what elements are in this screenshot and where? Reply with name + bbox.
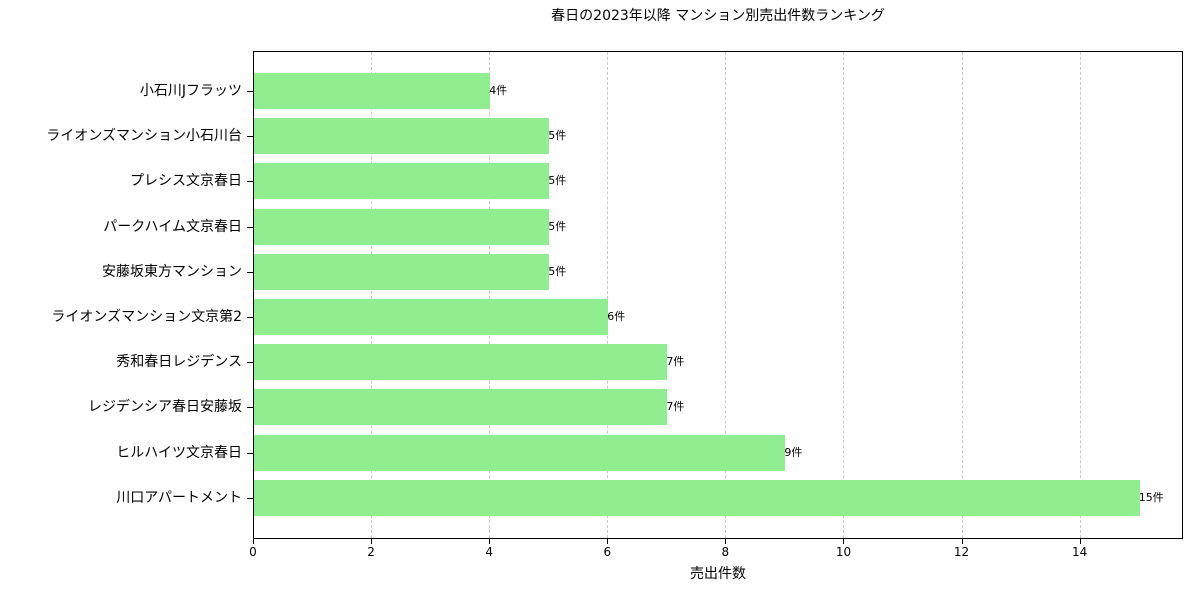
y-tick-label: 川口アパートメント [116, 489, 242, 506]
bar-value-label: 5件 [548, 264, 567, 278]
x-tick-label: 14 [1072, 545, 1088, 559]
y-tick-label: プレシス文京春日 [130, 173, 242, 190]
bar [254, 344, 668, 381]
gridline [961, 52, 963, 538]
bar-value-label: 15件 [1138, 490, 1164, 504]
gridline [1079, 52, 1081, 538]
y-tick [247, 452, 253, 454]
bar [254, 73, 491, 109]
x-tick [371, 539, 373, 544]
bar [254, 163, 550, 200]
x-tick [843, 539, 845, 544]
x-tick [961, 539, 963, 544]
gridline [371, 52, 373, 538]
gridline [725, 52, 727, 538]
y-tick-label: レジデンシア春日安藤坂 [88, 399, 242, 416]
y-tick-label: パークハイム文京春日 [103, 218, 242, 235]
bar [254, 479, 1140, 516]
plot-area: 4件 5件 5件 5件 5件 6件 7件 7件 9件 15件 [253, 51, 1183, 539]
x-axis-label: 売出件数 [690, 566, 746, 582]
y-tick [247, 91, 253, 92]
x-tick [1079, 539, 1081, 544]
bar-value-label: 5件 [548, 129, 567, 143]
bar-value-label: 6件 [607, 310, 626, 323]
y-tick-label: 安藤坂東方マンション [102, 263, 242, 280]
bar [254, 434, 786, 471]
y-tick [247, 497, 253, 499]
x-tick [607, 539, 609, 544]
y-tick [247, 226, 253, 228]
gridline [843, 52, 845, 538]
y-tick [247, 136, 253, 138]
y-tick-label: ライオンズマンション文京第2 [51, 309, 242, 325]
gridline [607, 52, 609, 538]
x-tick [253, 539, 254, 544]
bar-value-label: 5件 [548, 174, 567, 188]
x-tick-label: 2 [367, 545, 375, 559]
x-tick-label: 12 [953, 545, 970, 559]
y-tick [247, 407, 253, 409]
y-tick [247, 362, 253, 364]
bar [254, 208, 550, 245]
bar-value-label: 7件 [666, 400, 685, 414]
y-tick-label: 小石川Jフラッツ [139, 83, 242, 99]
bar-value-label: 4件 [489, 84, 508, 97]
bar [254, 253, 550, 290]
y-tick [247, 181, 253, 183]
x-tick-label: 10 [835, 545, 852, 559]
y-tick-label: 秀和春日レジデンス [116, 354, 242, 371]
y-tick [247, 271, 253, 273]
x-tick-label: 4 [485, 545, 493, 559]
gridline [489, 52, 491, 538]
x-tick-label: 0 [249, 545, 257, 559]
x-tick-label: 8 [721, 545, 730, 559]
bar-value-label: 9件 [784, 445, 803, 459]
bar [254, 389, 668, 426]
y-tick-label: ヒルハイツ文京春日 [116, 444, 242, 461]
x-tick [489, 539, 491, 544]
chart-title: 春日の2023年以降 マンション別売出件数ランキング [551, 8, 885, 24]
bar [254, 299, 609, 335]
bar-value-label: 7件 [666, 355, 685, 369]
x-tick [725, 539, 727, 544]
bar [254, 118, 550, 155]
x-tick-label: 6 [603, 545, 612, 559]
bar-value-label: 5件 [548, 219, 567, 233]
y-tick [247, 317, 253, 318]
y-tick-label: ライオンズマンション小石川台 [46, 128, 242, 145]
